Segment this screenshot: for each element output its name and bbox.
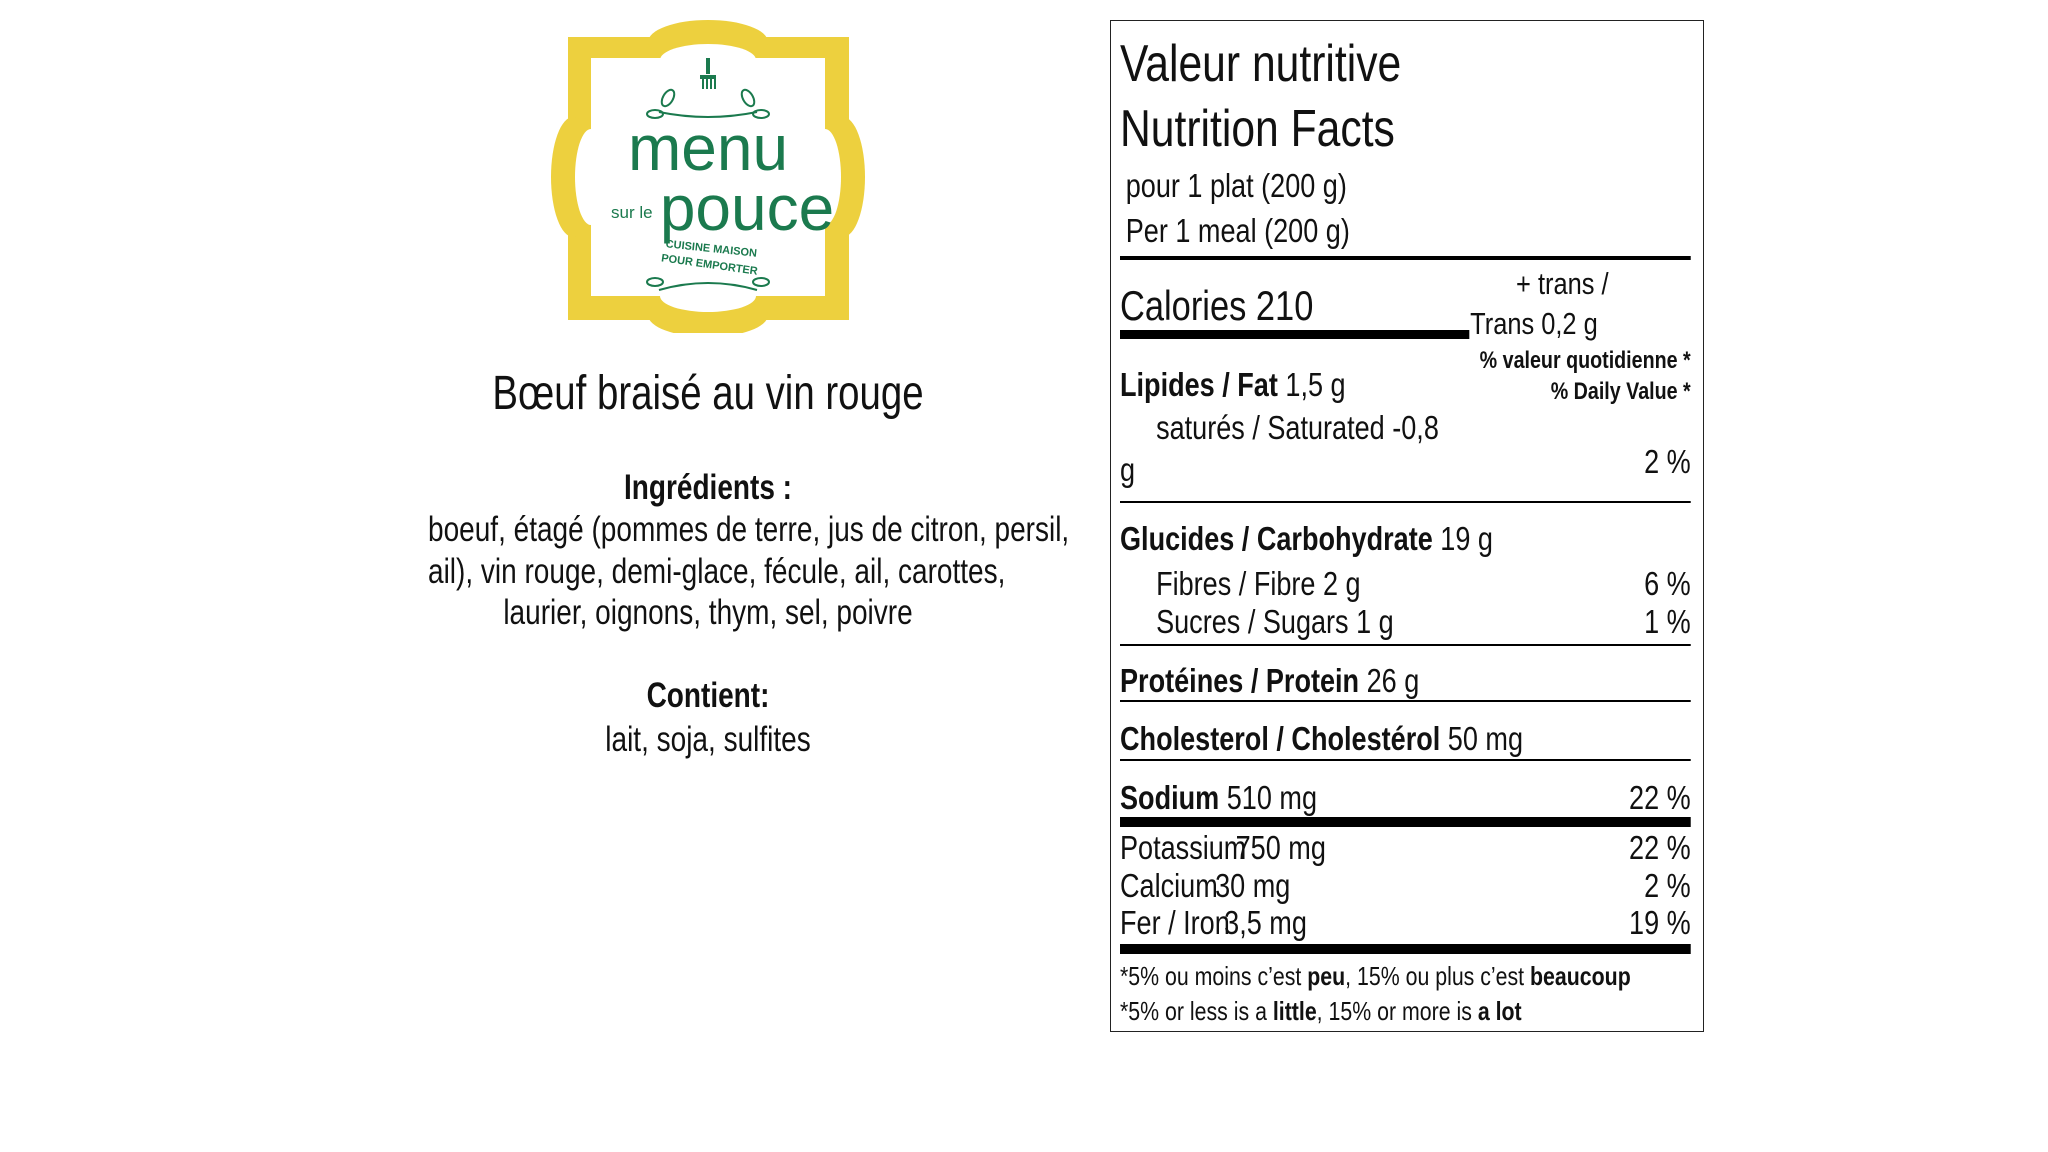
calories-bar [1120, 330, 1470, 339]
ingredients-line: boeuf, étagé (pommes de terre, jus de ci… [428, 510, 1070, 549]
serving-fr: pour 1 plat (200 g) [1125, 167, 1347, 204]
calcium-dv: 2 % [1644, 867, 1691, 904]
fork-icon [700, 58, 716, 89]
contains-list: lait, soja, sulfites [605, 720, 811, 759]
divider [1120, 644, 1691, 646]
potassium-label: Potassium [1120, 829, 1247, 866]
footnote-text: , 15% ou plus c’est [1345, 961, 1531, 991]
trans-value: Trans 0,2 g [1470, 306, 1598, 341]
potassium-value: 750 mg [1235, 829, 1326, 866]
daily-value-fr: % valeur quotidienne * [1479, 347, 1691, 374]
sodium-dv: 22 % [1629, 779, 1691, 816]
divider-thick [1120, 944, 1691, 954]
fibre-row: Fibres / Fibre 2 g [1156, 565, 1361, 602]
carb-row: Glucides / Carbohydrate 19 g [1120, 520, 1493, 558]
product-title: Bœuf braisé au vin rouge [492, 367, 924, 420]
serving-en: Per 1 meal (200 g) [1125, 212, 1350, 249]
sugars-dv: 1 % [1644, 603, 1691, 640]
footnote-fr: *5% ou moins c’est peu, 15% ou plus c’es… [1120, 961, 1631, 992]
footnote-en: *5% or less is a little, 15% or more is … [1120, 996, 1522, 1027]
protein-label: Protéines / Protein [1120, 662, 1360, 699]
nutrition-facts-panel [1110, 20, 1704, 1032]
title-fr: Valeur nutritive [1120, 35, 1402, 93]
menu-sur-le-pouce-logo: menu sur le pouce CUISINE MAISON POUR EM… [551, 20, 865, 333]
footnote-text: , 15% or more is [1316, 996, 1478, 1026]
calories: Calories 210 [1120, 282, 1314, 329]
logo-text-sur-le: sur le [611, 203, 653, 222]
protein-row: Protéines / Protein 26 g [1120, 662, 1419, 700]
calcium-value: 30 mg [1215, 867, 1291, 904]
sugars-row: Sucres / Sugars 1 g [1156, 603, 1394, 640]
saturated-row: saturés / Saturated -0,8 [1156, 409, 1439, 446]
trans-label: + trans / [1516, 266, 1609, 301]
divider [1120, 700, 1691, 702]
footnote-emphasis: beaucoup [1530, 961, 1631, 991]
sodium-value: 510 mg [1226, 779, 1318, 816]
calcium-label: Calcium [1120, 867, 1218, 904]
ingredients-label: Ingrédients : [623, 468, 793, 507]
logo-text-pouce: pouce [660, 172, 834, 244]
daily-value-en: % Daily Value * [1550, 378, 1691, 405]
footnote-text: *5% or less is a [1120, 996, 1273, 1026]
sodium-row: Sodium 510 mg [1120, 779, 1317, 817]
cholesterol-row: Cholesterol / Cholestérol 50 mg [1120, 720, 1523, 758]
divider [1120, 759, 1691, 761]
potassium-dv: 22 % [1629, 829, 1691, 866]
carb-label: Glucides / Carbohydrate [1120, 520, 1433, 557]
footnote-emphasis: a lot [1477, 996, 1522, 1026]
footnote-emphasis: peu [1307, 961, 1346, 991]
fat-row: Lipides / Fat 1,5 g [1120, 366, 1346, 404]
nutrition-facts-content: Valeur nutritive Nutrition Facts pour 1 … [1120, 0, 1691, 1152]
title-en: Nutrition Facts [1120, 100, 1395, 158]
iron-dv: 19 % [1629, 904, 1691, 941]
divider-thick [1120, 256, 1691, 260]
contains-label: Contient: [646, 676, 770, 715]
divider [1120, 501, 1691, 503]
fat-dv: 2 % [1644, 443, 1691, 480]
sodium-label: Sodium [1120, 779, 1220, 816]
divider-thick [1120, 817, 1691, 827]
carb-value: 19 g [1440, 520, 1493, 557]
ingredients-line: laurier, oignons, thym, sel, poivre [503, 593, 913, 632]
saturated-unit: g [1120, 451, 1136, 488]
footnote-emphasis: little [1272, 996, 1317, 1026]
fibre-dv: 6 % [1644, 565, 1691, 602]
fat-value: 1,5 g [1285, 366, 1346, 403]
cholesterol-value: 50 mg [1447, 720, 1524, 757]
logo-text-menu: menu [628, 112, 788, 184]
footnote-text: *5% ou moins c’est [1120, 961, 1308, 991]
fat-label: Lipides / Fat [1120, 366, 1278, 403]
product-info: Bœuf braisé au vin rouge Ingrédients : b… [428, 0, 1070, 1152]
cholesterol-label: Cholesterol / Cholestérol [1120, 720, 1441, 757]
protein-value: 26 g [1366, 662, 1420, 699]
iron-label: Fer / Iron [1120, 904, 1230, 941]
ingredients-line: ail), vin rouge, demi-glace, fécule, ail… [428, 552, 1006, 591]
iron-value: 3,5 mg [1224, 904, 1307, 941]
